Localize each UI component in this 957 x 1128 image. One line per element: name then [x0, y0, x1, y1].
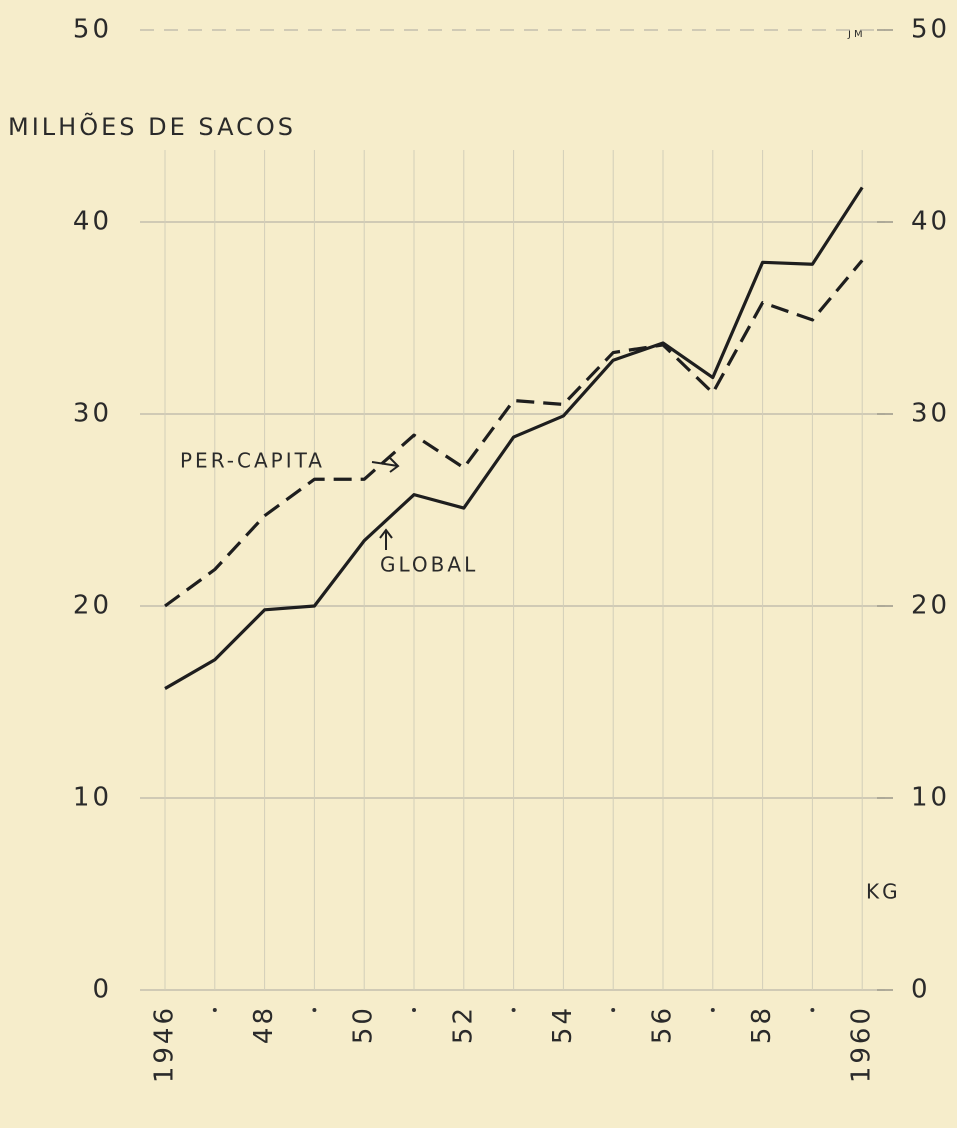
y-tick-label: 40 — [73, 207, 112, 237]
y-axis-label: MILHÕES DE SACOS — [8, 111, 296, 141]
x-tick-dot — [212, 1008, 217, 1012]
x-tick-dot — [710, 1008, 715, 1012]
legend-arrow — [371, 457, 400, 473]
legend-label: PER-CAPITA — [180, 449, 325, 473]
x-tick-dot — [810, 1008, 815, 1012]
series-line — [164, 186, 864, 690]
x-tick-label: 56 — [648, 1005, 678, 1044]
x-tick-label: 50 — [349, 1005, 379, 1044]
signature: JM — [847, 29, 866, 40]
x-tick-dot — [511, 1008, 516, 1012]
x-tick-label: 48 — [249, 1005, 279, 1044]
x-tick-label: 1960 — [847, 1005, 877, 1083]
y2-axis-label: KG — [866, 880, 901, 904]
x-tick-label: 58 — [747, 1005, 777, 1044]
x-tick-label: 1946 — [150, 1005, 180, 1083]
y-tick-label: 10 — [73, 783, 112, 813]
legend-arrow — [379, 528, 393, 550]
y2-tick-label: 50 — [911, 15, 950, 45]
y2-tick-label: 10 — [911, 783, 950, 813]
y-tick-label: 30 — [73, 399, 112, 429]
x-tick-dot — [412, 1008, 416, 1012]
x-tick-dot — [611, 1008, 616, 1012]
y2-tick-label: 40 — [911, 207, 950, 237]
y-tick-label: 0 — [92, 975, 112, 1005]
y-tick-label: 20 — [73, 591, 112, 621]
series-line — [164, 259, 864, 608]
y-tick-label: 50 — [73, 15, 112, 45]
legend-label: GLOBAL — [380, 553, 478, 577]
y2-tick-label: 20 — [911, 591, 950, 621]
x-tick-label: 52 — [448, 1005, 478, 1044]
y2-tick-label: 0 — [911, 975, 931, 1005]
x-tick-dot — [312, 1008, 317, 1012]
y2-tick-label: 30 — [911, 399, 950, 429]
x-tick-label: 54 — [548, 1005, 578, 1044]
